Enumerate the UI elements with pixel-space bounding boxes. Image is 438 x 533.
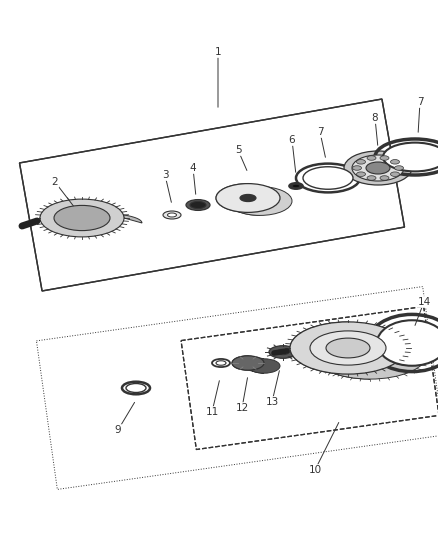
Ellipse shape [216,361,226,365]
Ellipse shape [380,156,389,160]
Ellipse shape [352,155,404,181]
Ellipse shape [216,183,280,212]
Ellipse shape [167,213,177,217]
Ellipse shape [232,356,264,370]
Ellipse shape [163,211,181,219]
Text: 8: 8 [372,113,378,123]
Polygon shape [181,306,438,449]
Ellipse shape [357,172,365,176]
Ellipse shape [357,159,365,164]
Ellipse shape [292,184,300,188]
Ellipse shape [310,331,386,365]
Text: 3: 3 [162,170,168,180]
Text: 4: 4 [190,163,196,173]
Ellipse shape [366,162,390,174]
Ellipse shape [126,384,146,392]
Ellipse shape [380,176,389,180]
Text: 6: 6 [289,135,295,145]
Ellipse shape [367,156,376,160]
Text: 11: 11 [205,407,219,417]
Ellipse shape [290,322,406,374]
Text: 7: 7 [417,97,423,107]
Ellipse shape [240,195,256,201]
Ellipse shape [303,167,353,189]
Text: 13: 13 [265,397,279,407]
Text: 2: 2 [52,177,58,187]
Ellipse shape [289,183,303,189]
Ellipse shape [395,166,403,170]
Ellipse shape [377,320,438,366]
Text: 12: 12 [235,403,249,413]
Text: 9: 9 [115,425,121,435]
Text: 10: 10 [308,465,321,475]
Polygon shape [216,183,260,215]
Ellipse shape [353,166,361,170]
Ellipse shape [54,205,110,231]
Ellipse shape [326,338,370,358]
Ellipse shape [391,159,399,164]
Ellipse shape [277,349,289,354]
Text: 1: 1 [215,47,221,57]
Ellipse shape [40,199,124,237]
Polygon shape [232,356,264,373]
Ellipse shape [391,172,399,176]
Ellipse shape [248,359,280,373]
Polygon shape [40,208,142,223]
Ellipse shape [344,151,412,185]
Ellipse shape [312,327,428,379]
Polygon shape [20,99,404,291]
Text: 14: 14 [417,297,431,307]
Ellipse shape [367,176,376,180]
Ellipse shape [383,143,438,172]
Ellipse shape [190,201,206,208]
Polygon shape [290,322,370,379]
Text: 7: 7 [317,127,323,137]
Ellipse shape [186,199,210,211]
Text: 5: 5 [235,145,241,155]
Ellipse shape [228,187,292,215]
Ellipse shape [269,346,297,358]
